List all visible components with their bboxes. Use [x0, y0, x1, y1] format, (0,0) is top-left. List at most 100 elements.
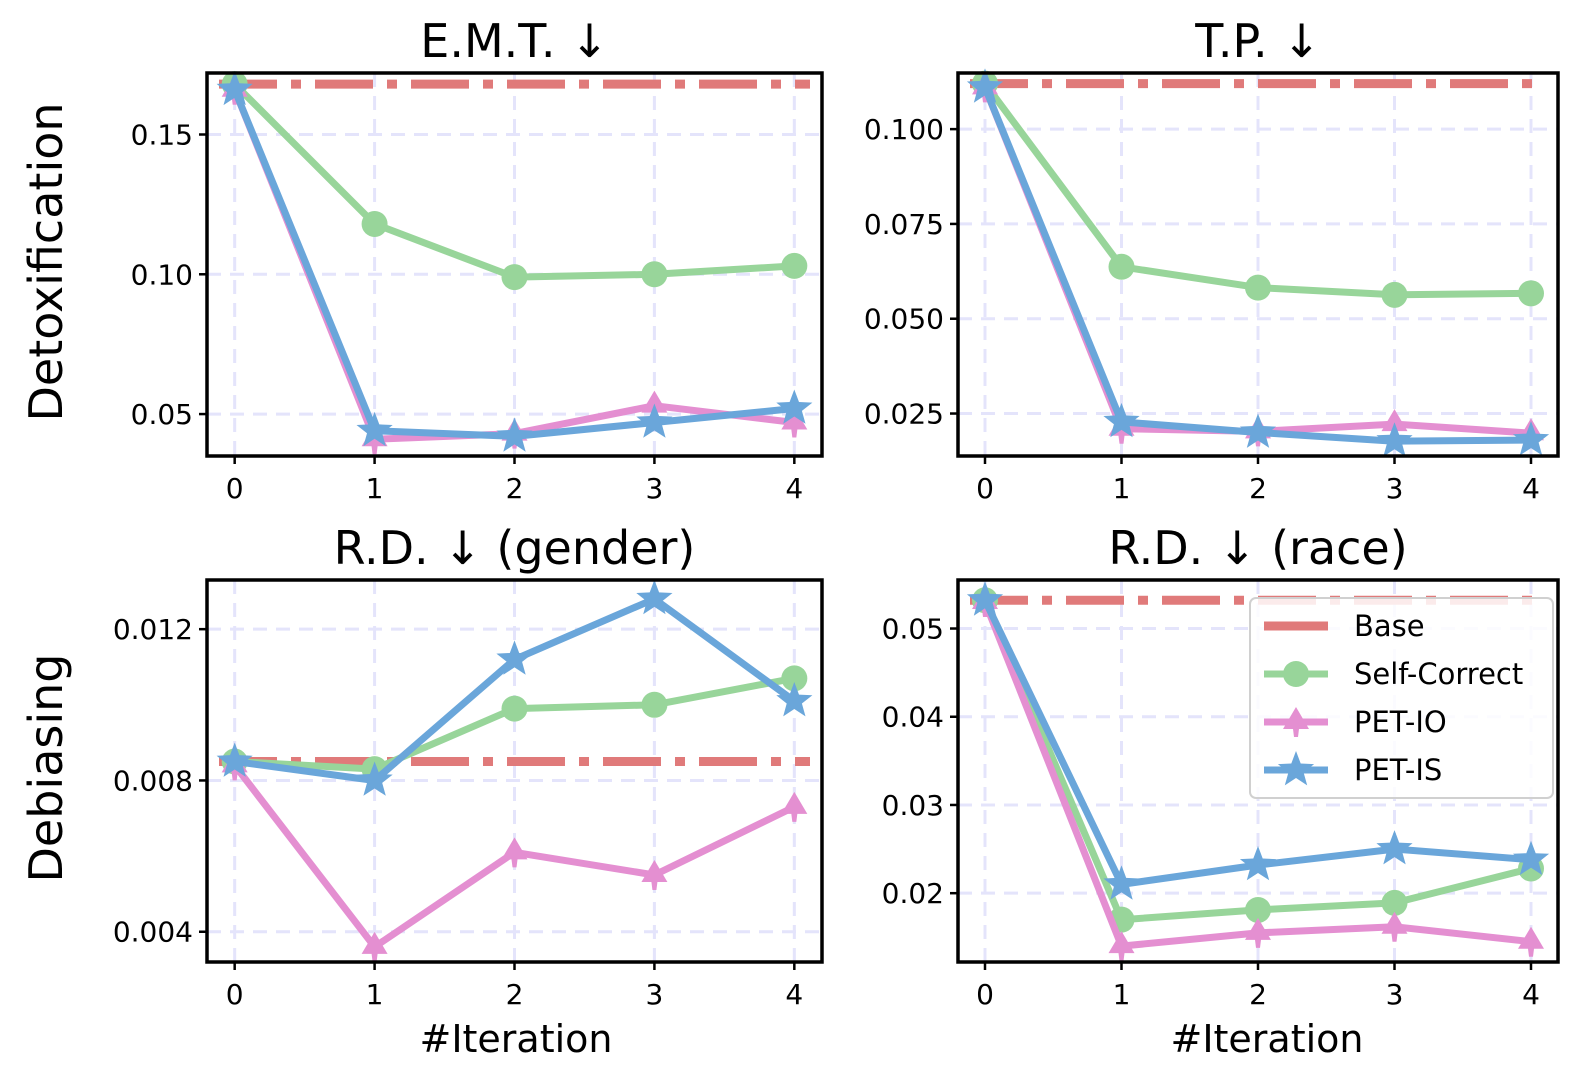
point-pet_is [356, 761, 393, 796]
point-pet_io [1518, 926, 1544, 957]
x-tick-label: 3 [1386, 978, 1404, 1011]
point-pet_is [1103, 865, 1140, 900]
point-pet_is [776, 682, 813, 717]
legend-marker [1283, 707, 1309, 737]
point-pet_is [496, 417, 533, 452]
legend-marker [1283, 661, 1309, 687]
y-tick-label: 0.02 [882, 877, 944, 910]
series-pet_is [966, 68, 1550, 457]
point-pet_is [1512, 840, 1550, 875]
series-self_correct [972, 70, 1544, 308]
point-pet_is [1103, 402, 1140, 438]
x-tick-label: 3 [645, 978, 663, 1011]
x-tick-label: 0 [226, 472, 244, 505]
point-pet_is [1239, 846, 1277, 881]
series-pet_is [216, 70, 813, 452]
point-pet_io [1108, 931, 1135, 962]
panel-3: 0 1 2 3 4 0.004 0.008 0.012 R.D. ↓ (gender) [113, 521, 824, 1011]
y-tick-label: 0.008 [113, 764, 193, 797]
point-pet_is [966, 68, 1004, 103]
panel-title: T.P. ↓ [1194, 14, 1321, 68]
point-pet_is [1239, 413, 1277, 448]
y-tick-label: 0.004 [113, 916, 193, 949]
legend-entry-pet_io: PET-IO [1264, 705, 1447, 739]
legend-box [1249, 597, 1554, 799]
x-tick-label: 2 [506, 472, 524, 505]
panel-title: R.D. ↓ (gender) [334, 521, 696, 575]
x-tick-label: 1 [366, 472, 384, 505]
series-line-self_correct [232, 81, 795, 281]
y-tick-label: 0.075 [864, 208, 944, 241]
legend-entry-base: Base [1264, 609, 1425, 643]
x-tick-label: 4 [1522, 472, 1540, 505]
x-tick-label: 0 [976, 978, 994, 1011]
x-axis-label-left: #Iteration [419, 1017, 612, 1061]
x-tick-label: 1 [1113, 978, 1131, 1011]
point-pet_is [636, 579, 673, 615]
panel-title: E.M.T. ↓ [420, 14, 608, 68]
x-tick-label: 3 [1386, 472, 1404, 505]
y-tick-label: 0.05 [131, 398, 193, 431]
x-tick-label: 0 [976, 472, 994, 505]
legend-label: PET-IO [1354, 705, 1447, 739]
point-self_correct [1518, 280, 1544, 307]
point-self_correct [1381, 281, 1408, 308]
legend-marker [1277, 751, 1315, 786]
point-self_correct [1381, 889, 1408, 916]
legend-label: Base [1354, 609, 1425, 643]
x-tick-label: 1 [366, 978, 384, 1011]
point-pet_is [216, 70, 253, 106]
y-tick-label: 0.025 [864, 398, 944, 431]
point-self_correct [501, 695, 528, 722]
point-self_correct [641, 261, 668, 288]
legend: Base Self-Correct PET-IO PET-IS [1249, 597, 1554, 799]
panel-2: 0 1 2 3 4 0.025 0.050 0.075 0.100 T.P. ↓ [864, 14, 1560, 505]
point-pet_io [641, 860, 668, 891]
y-tick-label: 0.012 [113, 613, 193, 646]
point-self_correct [641, 691, 668, 718]
point-pet_is [1512, 421, 1550, 456]
panel-title: R.D. ↓ (race) [1108, 521, 1407, 575]
x-tick-label: 4 [785, 472, 803, 505]
point-self_correct [1245, 274, 1271, 301]
y-tick-label: 0.100 [864, 113, 944, 146]
x-tick-label: 2 [506, 978, 524, 1011]
point-self_correct [1245, 896, 1271, 923]
x-tick-label: 4 [1522, 978, 1540, 1011]
point-pet_is [1376, 830, 1413, 865]
point-pet_is [356, 411, 393, 447]
point-pet_io [1381, 911, 1408, 942]
row-label-debiasing: Debiasing [19, 654, 73, 883]
point-pet_io [1245, 917, 1271, 948]
point-pet_is [636, 403, 673, 438]
legend-entry-pet_is: PET-IS [1264, 751, 1442, 787]
series-pet_is [966, 581, 1550, 900]
x-tick-label: 3 [645, 472, 663, 505]
panel-1: 0 1 2 3 4 0.05 0.10 0.15 E.M.T. ↓ [131, 14, 824, 505]
y-tick-label: 0.03 [882, 789, 944, 822]
x-tick-label: 0 [226, 978, 244, 1011]
y-tick-label: 0.15 [131, 119, 193, 152]
point-self_correct [1108, 253, 1135, 280]
y-tick-label: 0.10 [131, 258, 193, 291]
point-pet_io [781, 791, 808, 822]
x-tick-label: 2 [1249, 472, 1267, 505]
point-pet_io [501, 837, 528, 868]
point-pet_is [776, 389, 813, 424]
y-tick-label: 0.050 [864, 303, 944, 336]
point-pet_io [361, 931, 388, 962]
point-self_correct [781, 665, 808, 692]
legend-entry-self_correct: Self-Correct [1264, 657, 1523, 691]
point-self_correct [361, 210, 388, 237]
x-tick-label: 4 [785, 978, 803, 1011]
point-pet_io [361, 424, 388, 455]
legend-label: PET-IS [1354, 753, 1442, 787]
x-tick-label: 1 [1113, 472, 1131, 505]
point-self_correct [781, 252, 808, 279]
series-self_correct [221, 71, 808, 291]
legend-label: Self-Correct [1354, 657, 1523, 691]
y-tick-label: 0.04 [882, 701, 944, 734]
point-self_correct [501, 264, 528, 291]
row-label-detoxification: Detoxification [19, 102, 73, 421]
